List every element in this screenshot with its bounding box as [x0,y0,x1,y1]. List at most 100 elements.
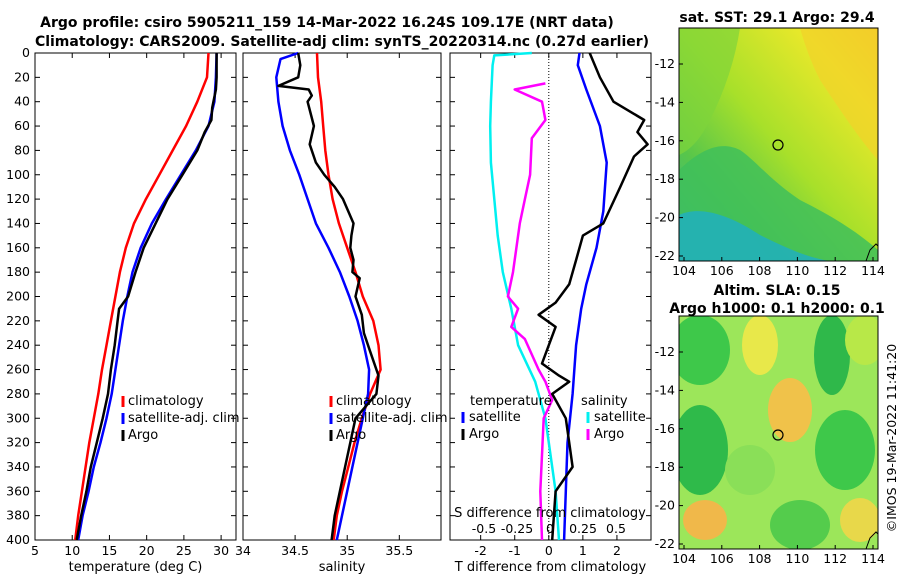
plot-area-frame [449,52,652,541]
map-y-tick-label: -18 [655,171,675,186]
sst-argo-location-marker [772,139,784,151]
sla-argo-location-marker [772,429,784,441]
x-tick-label: 0 [545,543,553,558]
sst-map: 104 106 108 110 112 114 -12 -14 -16 -18 -20 -22 [655,27,885,278]
map-x-tick-label: 110 [785,263,809,278]
sla-coastline [865,531,879,550]
legend-label: Argo [128,428,158,443]
map-x-tick-label: 110 [785,551,809,566]
top-tick-label: -0.25 [501,521,533,536]
sst-warm-region [800,28,878,160]
series-line-argo [277,52,380,541]
series-line-climatology [73,52,210,541]
map-x-tick-label: 108 [748,551,772,566]
x-tick-label: 34.5 [281,543,309,558]
map-y-tick-label: -22 [655,536,675,551]
y-tick-label: 260 [6,362,30,377]
map-x-tick-label: 112 [823,263,847,278]
map-y-tick-label: -12 [655,344,675,359]
sla-mid-1 [845,316,878,365]
legend-label: Argo [469,427,499,442]
x-tick-label: 1 [579,543,587,558]
sst-green-west [679,28,740,155]
y-tick-label: 180 [6,264,30,279]
map-x-tick-label: 114 [861,263,885,278]
y-tick-label: 320 [6,435,30,450]
salinity-panel: 34 34.5 35 35.5 salinity climatology satellite… [235,51,448,575]
legend-label: climatology [336,394,412,409]
top-tick-label: 0.5 [606,521,626,536]
top-axis-label: S difference from climatology [454,506,646,521]
y-tick-label: 120 [6,191,30,206]
x-axis-label: temperature (deg C) [69,560,203,575]
map-x-tick-label: 104 [672,263,696,278]
legend-label: Argo [336,428,366,443]
x-tick-label: 34 [235,543,251,558]
legend-label: satellite [469,410,521,425]
title-line-2: Climatology: CARS2009. Satellite-adj cli… [35,34,649,50]
series-line-climatology [315,52,382,541]
map-y-tick-label: -14 [655,94,675,109]
sst-coastline [865,243,879,262]
y-tick-label: 40 [14,94,30,109]
sla-mid-2 [725,445,775,495]
map-y-tick-label: -20 [655,498,675,513]
top-tick-label: 0 [546,521,554,536]
x-tick-label: 5 [31,543,39,558]
map-y-tick-label: -20 [655,210,675,225]
x-tick-label: 35.5 [385,543,413,558]
plot-area-frame [34,52,237,541]
y-tick-label: 60 [14,118,30,133]
timestamp-stamp: ©IMOS 19-Mar-2022 11:41:20 [884,344,899,532]
legend-header-salinity: salinity [581,394,628,409]
map-y-tick-label: -16 [655,421,675,436]
series-line-temperature-satellite [488,51,561,541]
legend-label: satellite-adj. clim [128,411,240,426]
sla-high-1 [742,316,778,375]
y-tick-label: 280 [6,386,30,401]
top-tick-label: -0.5 [472,521,496,536]
legend-label: climatology [128,394,204,409]
plot-area-frame [242,52,442,541]
title-line-1: Argo profile: csiro 5905211_159 14-Mar-2… [40,15,614,31]
sst-coldest-region [679,211,830,261]
y-tick-label: 240 [6,337,30,352]
y-tick-label: 20 [14,69,30,84]
sla-low-2 [814,316,850,395]
y-tick-label: 100 [6,167,30,182]
sla-map: 104 106 108 110 112 114 -12 -14 -16 -18 -20 -22 [655,315,885,566]
y-tick-label: 200 [6,289,30,304]
map-x-tick-label: 106 [710,263,734,278]
x-tick-label: 15 [101,543,117,558]
series-line-salinity-satellite [506,82,554,541]
x-tick-label: 25 [176,543,192,558]
x-tick-label: 30 [213,543,229,558]
x-tick-label: 35 [339,543,355,558]
y-tick-label: 80 [14,142,30,157]
x-tick-label: 2 [613,543,621,558]
map-x-tick-label: 106 [710,551,734,566]
map-y-tick-label: -22 [655,248,675,263]
sla-map-frame [678,315,879,550]
legend-label: Argo [594,427,624,442]
y-tick-label: 140 [6,215,30,230]
map-y-tick-label: -14 [655,382,675,397]
y-tick-label: 0 [22,45,30,60]
series-line-argo [75,53,218,541]
sla-low-4 [815,410,875,490]
sla-high-4 [840,498,878,542]
map-x-tick-label: 104 [672,551,696,566]
y-tick-label: 160 [6,240,30,255]
sla-low-1 [679,316,730,385]
difference-panel: -2 -1 0 1 2 T difference from climatology temp… [449,51,652,575]
map-x-tick-label: 112 [823,551,847,566]
legend-header-temperature: temperature [470,394,552,409]
sla-low-5 [770,500,830,549]
legend-label: satellite [594,410,646,425]
top-tick-label: 0.25 [569,521,597,536]
x-tick-label: 20 [139,543,155,558]
x-tick-label: -2 [474,543,486,558]
map-x-tick-label: 108 [748,263,772,278]
map-x-tick-label: 114 [861,551,885,566]
